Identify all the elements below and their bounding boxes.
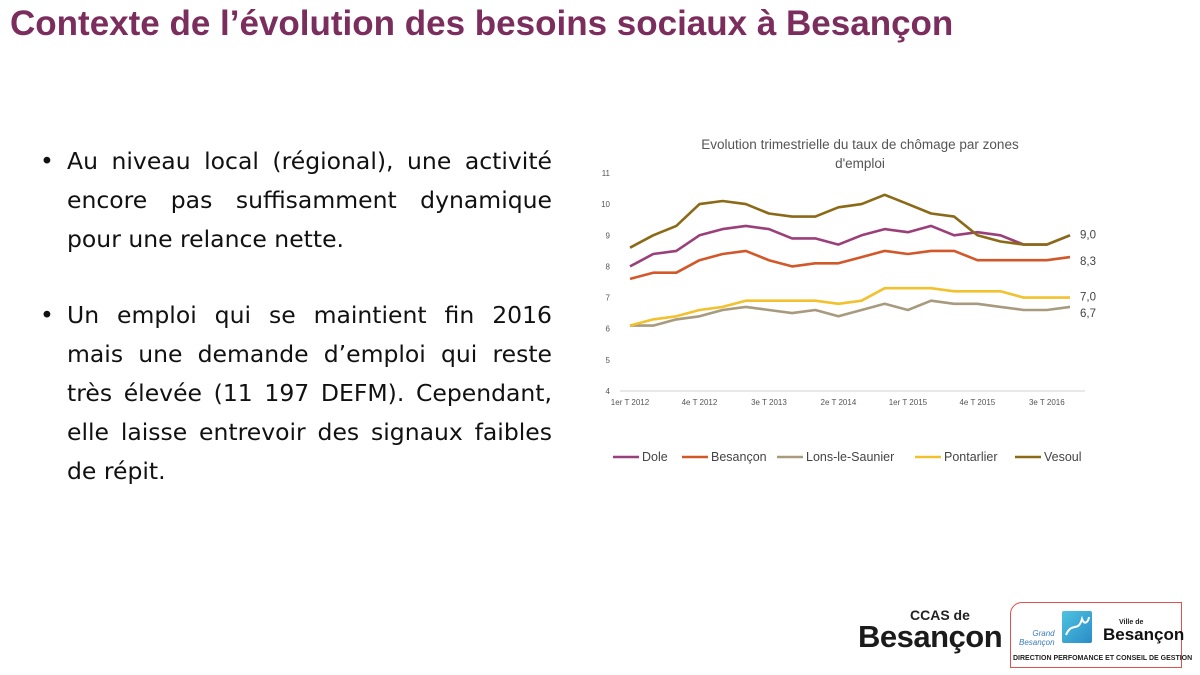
series-line-vesoul (629, 193, 1071, 249)
x-tick-label: 3e T 2013 (751, 398, 787, 407)
ville-de-label: Ville de (1119, 619, 1144, 626)
ccas-logo-line-2: Besançon (858, 619, 1003, 654)
chart-legend: Dole Besançon Lons-le-Saunier Pontarlier Ves… (613, 450, 1082, 464)
bullet-symbol: • (40, 301, 54, 329)
y-tick-label: 8 (606, 262, 611, 271)
legend-label: Vesoul (1044, 450, 1082, 464)
legend-label: Dole (642, 450, 668, 464)
grand-besancon-wordmark: Grand Besançon (1019, 629, 1055, 647)
ville-besancon-logo: Grand Besançon Ville de Besançon DIRECTI… (1010, 602, 1193, 668)
bullet-symbol: • (40, 147, 54, 175)
unemployment-line-chart: Evolution trimestrielle du taux de chôma… (601, 137, 1096, 464)
end-value-label: 6,7 (1080, 308, 1096, 320)
x-tick-label: 3e T 2016 (1029, 398, 1065, 407)
y-tick-label: 9 (606, 231, 611, 240)
chart-title-line-2: d'emploi (835, 156, 885, 171)
y-tick-label: 4 (606, 387, 611, 396)
legend-label: Lons-le-Saunier (806, 450, 894, 464)
chart-data-labels: 8,3 6,7 7,0 9,0 (1080, 229, 1096, 320)
end-value-label: 7,0 (1080, 292, 1096, 304)
ccas-logo-line-1: CCAS de (910, 607, 970, 623)
bullet-text: Au niveau local (régional), une activité… (67, 147, 552, 253)
x-tick-label: 4e T 2012 (682, 398, 718, 407)
series-line-lons-le-saunier (630, 299, 1071, 327)
y-tick-label: 6 (606, 325, 611, 334)
grand-besancon-line-2: Besançon (1019, 638, 1055, 647)
chart-axes: 4 5 6 7 8 9 10 11 1er T 2012 4e T 2012 3e T 2013 2e… (601, 169, 1085, 407)
bullet-item: • Au niveau local (régional), une activi… (40, 142, 552, 259)
series-line-besan-on (629, 249, 1071, 281)
y-tick-label: 5 (606, 356, 611, 365)
bullet-text: Un emploi qui se maintient fin 2016 mais… (67, 301, 552, 485)
grand-besancon-emblem-icon (1062, 611, 1092, 643)
legend-label: Besançon (711, 450, 767, 464)
grand-besancon-line-1: Grand (1032, 629, 1055, 638)
bullet-list: • Au niveau local (régional), une activi… (40, 142, 552, 491)
chart-title-line-1: Evolution trimestrielle du taux de chôma… (701, 137, 1019, 152)
series-line-dole (629, 224, 1071, 268)
y-tick-label: 10 (601, 200, 610, 209)
series-line-pontarlier (629, 286, 1070, 327)
end-value-label: 8,3 (1080, 256, 1096, 268)
x-tick-label: 4e T 2015 (959, 398, 995, 407)
x-tick-label: 1er T 2012 (611, 398, 650, 407)
x-tick-label: 1er T 2015 (889, 398, 928, 407)
chart-series-lines (629, 193, 1071, 327)
ville-name: Besançon (1103, 625, 1185, 644)
y-tick-label: 11 (602, 169, 611, 178)
x-tick-label: 2e T 2014 (821, 398, 857, 407)
bullet-item: • Un emploi qui se maintient fin 2016 ma… (40, 296, 552, 491)
direction-caption: DIRECTION PERFOMANCE ET CONSEIL DE GESTI… (1013, 655, 1193, 662)
y-tick-label: 7 (606, 294, 611, 303)
end-value-label: 9,0 (1080, 229, 1096, 241)
slide-title: Contexte de l’évolution des besoins soci… (10, 4, 954, 43)
legend-label: Pontarlier (944, 450, 998, 464)
ccas-logo: CCAS de Besançon (858, 605, 1003, 665)
